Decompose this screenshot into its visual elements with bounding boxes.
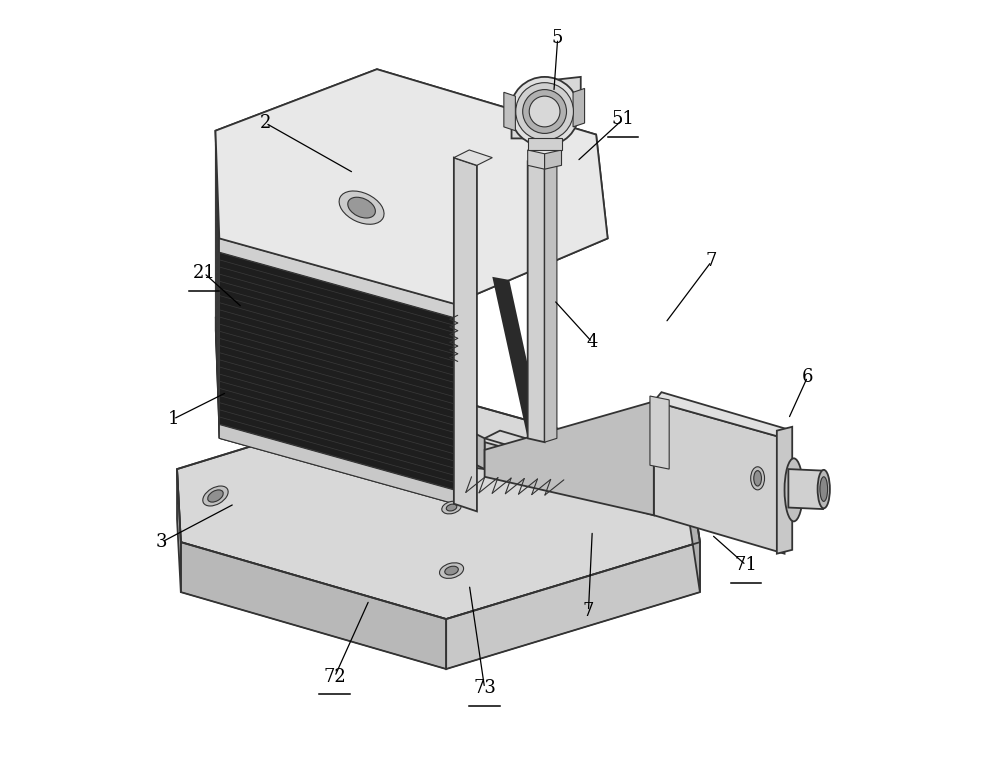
Ellipse shape — [529, 96, 560, 127]
Ellipse shape — [339, 191, 384, 225]
Polygon shape — [219, 238, 454, 504]
Polygon shape — [788, 469, 823, 509]
Polygon shape — [504, 92, 515, 131]
Polygon shape — [545, 150, 562, 169]
Polygon shape — [215, 317, 219, 438]
Text: 5: 5 — [552, 29, 563, 48]
Polygon shape — [181, 542, 446, 669]
Text: 51: 51 — [612, 110, 634, 128]
Polygon shape — [454, 150, 492, 165]
Text: 1: 1 — [167, 410, 179, 428]
Ellipse shape — [523, 89, 567, 134]
Polygon shape — [219, 238, 454, 318]
Ellipse shape — [818, 470, 830, 508]
Ellipse shape — [203, 486, 228, 506]
Polygon shape — [485, 431, 669, 488]
Ellipse shape — [446, 504, 457, 511]
Ellipse shape — [442, 501, 461, 514]
Polygon shape — [654, 401, 785, 554]
Polygon shape — [454, 442, 654, 477]
Polygon shape — [215, 131, 219, 252]
Text: 4: 4 — [587, 333, 598, 351]
Ellipse shape — [516, 83, 573, 140]
Ellipse shape — [754, 471, 761, 486]
Text: 73: 73 — [473, 679, 496, 697]
Text: 7: 7 — [583, 602, 594, 621]
Polygon shape — [654, 392, 792, 438]
Polygon shape — [528, 138, 562, 150]
Polygon shape — [688, 465, 700, 592]
Ellipse shape — [440, 563, 464, 578]
Polygon shape — [492, 277, 545, 442]
Ellipse shape — [208, 490, 223, 502]
Text: 6: 6 — [802, 368, 813, 386]
Polygon shape — [485, 442, 654, 515]
Polygon shape — [215, 69, 608, 304]
Text: 72: 72 — [323, 667, 346, 686]
Polygon shape — [446, 542, 700, 669]
Text: 3: 3 — [156, 533, 167, 551]
Polygon shape — [777, 427, 792, 554]
Polygon shape — [215, 69, 608, 304]
Text: 71: 71 — [735, 556, 758, 574]
Polygon shape — [177, 469, 181, 592]
Polygon shape — [528, 150, 545, 169]
Polygon shape — [219, 424, 454, 504]
Text: 7: 7 — [706, 252, 717, 271]
Ellipse shape — [445, 566, 458, 575]
Polygon shape — [512, 77, 581, 138]
Ellipse shape — [751, 467, 765, 490]
Polygon shape — [650, 396, 669, 469]
Polygon shape — [215, 131, 219, 438]
Text: 2: 2 — [260, 114, 271, 132]
Polygon shape — [528, 161, 545, 442]
Ellipse shape — [785, 458, 803, 521]
Polygon shape — [454, 158, 477, 511]
Polygon shape — [545, 161, 557, 442]
Polygon shape — [573, 88, 585, 127]
Text: 21: 21 — [192, 264, 215, 282]
Ellipse shape — [510, 77, 579, 146]
Polygon shape — [177, 392, 700, 619]
Ellipse shape — [820, 477, 828, 501]
Polygon shape — [469, 431, 485, 469]
Polygon shape — [485, 401, 654, 515]
Polygon shape — [454, 450, 638, 488]
Ellipse shape — [348, 197, 375, 218]
